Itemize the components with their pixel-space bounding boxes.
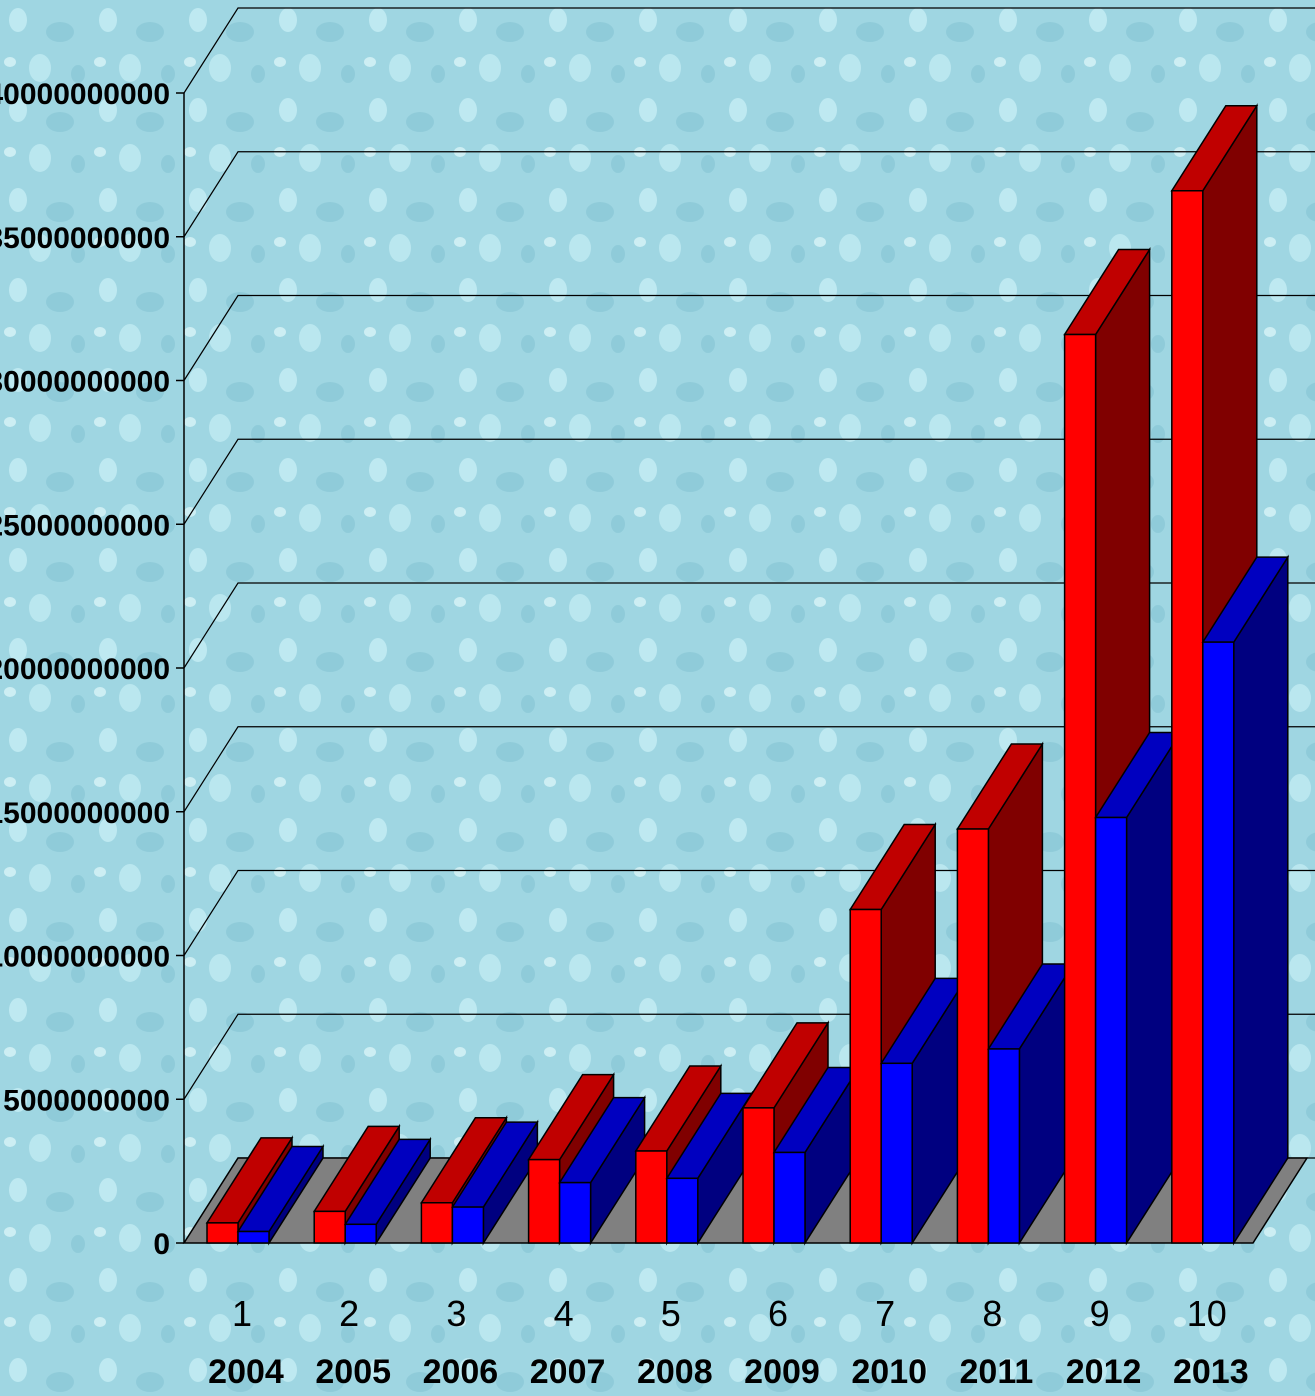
bar-front-face	[344, 1223, 377, 1244]
bars	[205, 103, 1290, 1246]
bar-blue-9	[1094, 729, 1182, 1246]
x-tick-label: 5	[661, 1293, 681, 1334]
y-tick-label: 15000000000	[0, 797, 170, 830]
y-tick-label: 0	[153, 1228, 170, 1261]
y-axis-tick-labels: 0 5000000000 10000000000 15000000000 2000000…	[0, 78, 184, 1261]
y-tick-label: 35000000000	[0, 222, 170, 255]
gridline	[183, 726, 1315, 813]
bar-blue-4	[558, 1095, 646, 1246]
gridline	[183, 438, 1315, 525]
x-tick-label: 1	[232, 1293, 252, 1334]
bar-front-face	[1094, 816, 1128, 1244]
bar-front-face	[773, 1151, 806, 1244]
bar-blue-8	[987, 961, 1075, 1246]
bar-front-face	[206, 1222, 239, 1244]
gridline	[183, 294, 1315, 381]
bar-front-face	[666, 1177, 699, 1244]
y-tick-label: 30000000000	[0, 366, 170, 399]
bar-front-face	[987, 1048, 1021, 1244]
x-axis-tick-labels: 1 2004 2 2005 3 2006 4 2007 5 2008 6 2009 7 2010 8 2011…	[208, 1293, 1248, 1391]
x-tick-label: 9	[1090, 1293, 1110, 1334]
bar-blue-2	[343, 1136, 432, 1246]
bar-side-face	[1233, 554, 1289, 1246]
x-tick-label: 3	[446, 1293, 466, 1334]
y-tick-label: 5000000000	[3, 1084, 170, 1117]
bar-front-face	[1063, 333, 1097, 1244]
bar-front-face	[742, 1107, 775, 1244]
x-tick-label: 7	[875, 1293, 895, 1334]
gridline	[183, 582, 1315, 669]
gridline	[183, 151, 1315, 238]
bar-blue-6	[772, 1064, 861, 1246]
x-tick-year-label: 2005	[315, 1353, 391, 1391]
bar-front-face	[451, 1206, 485, 1244]
x-tick-year-label: 2011	[960, 1353, 1034, 1391]
bar-blue-3	[451, 1119, 539, 1246]
x-tick-label: 6	[768, 1293, 788, 1334]
y-tick-label: 25000000000	[0, 509, 170, 542]
bar-front-face	[956, 828, 990, 1244]
x-tick-year-label: 2007	[530, 1353, 606, 1391]
x-tick-year-label: 2008	[637, 1353, 713, 1391]
gridline	[183, 7, 1315, 94]
x-tick-year-label: 2009	[744, 1353, 820, 1391]
x-tick-label: 10	[1187, 1293, 1227, 1334]
bar-blue-5	[665, 1090, 754, 1246]
bar-front-face	[420, 1202, 454, 1244]
x-tick-year-label: 2013	[1173, 1353, 1249, 1391]
x-tick-label: 8	[982, 1293, 1002, 1334]
gridline	[183, 869, 1315, 956]
bar-front-face	[313, 1210, 346, 1244]
bar-front-face	[237, 1230, 270, 1244]
bar-front-face	[1171, 190, 1204, 1244]
x-tick-year-label: 2004	[208, 1353, 284, 1391]
x-tick-year-label: 2010	[851, 1353, 927, 1391]
bar-front-face	[635, 1150, 668, 1244]
bar-blue-1	[236, 1143, 325, 1246]
y-tick-label: 10000000000	[0, 941, 170, 974]
bar-front-face	[849, 908, 882, 1244]
bar-front-face	[1202, 641, 1235, 1244]
bar-front-face	[558, 1181, 592, 1244]
bar-blue-10	[1201, 554, 1290, 1246]
bar-front-face	[880, 1062, 913, 1244]
bar-front-face	[527, 1158, 561, 1244]
y-tick-label: 20000000000	[0, 653, 170, 686]
x-tick-label: 2	[339, 1293, 359, 1334]
x-tick-year-label: 2006	[423, 1353, 499, 1391]
x-tick-label: 4	[554, 1293, 574, 1334]
y-tick-label: 40000000000	[0, 78, 170, 111]
x-tick-year-label: 2012	[1066, 1353, 1142, 1391]
